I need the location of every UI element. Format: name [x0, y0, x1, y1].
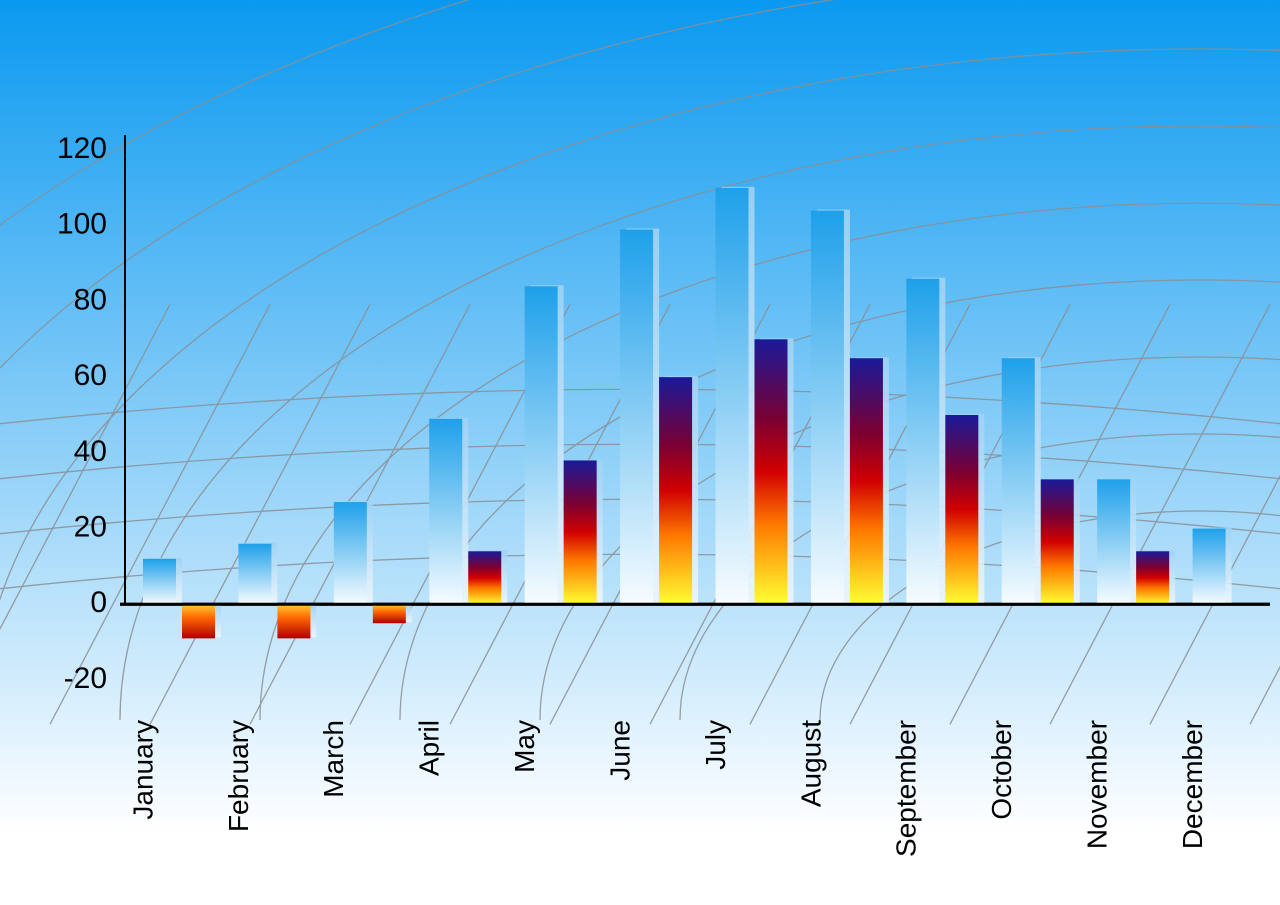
x-category-label: September: [891, 720, 922, 857]
x-category-label: December: [1177, 720, 1208, 849]
bar-series-a: [716, 188, 749, 604]
bar-series-b: [373, 604, 406, 623]
bar-series-a: [1097, 479, 1130, 604]
bar-series-b: [850, 358, 883, 604]
bar-series-b: [277, 604, 310, 638]
x-category-label: March: [318, 720, 349, 798]
bar-series-a: [238, 544, 271, 605]
bar-series-b: [659, 377, 692, 604]
y-tick-label: 60: [74, 359, 107, 392]
bar-series-a: [811, 211, 844, 605]
x-category-label: February: [223, 720, 254, 832]
y-tick-label: 0: [90, 586, 107, 619]
bar-series-b: [468, 551, 501, 604]
y-tick-label: -20: [64, 662, 107, 695]
bar-series-b: [945, 415, 978, 604]
x-category-label: January: [127, 720, 158, 820]
bar-series-b: [1041, 479, 1074, 604]
y-tick-label: 100: [57, 208, 107, 241]
x-category-label: May: [509, 720, 540, 773]
bar-series-a: [906, 279, 939, 605]
y-tick-label: 40: [74, 435, 107, 468]
bar-series-a: [525, 286, 558, 604]
y-tick-label: 20: [74, 510, 107, 543]
bar-series-a: [429, 419, 462, 605]
x-category-label: August: [795, 720, 826, 807]
bar-series-a: [143, 559, 176, 604]
bar-series-a: [334, 502, 367, 604]
x-category-label: June: [604, 720, 635, 781]
bar-series-b: [1136, 551, 1169, 604]
bar-series-a: [620, 230, 653, 605]
x-category-label: October: [986, 720, 1017, 820]
y-tick-label: 120: [57, 132, 107, 165]
bar-series-a: [1193, 529, 1226, 605]
x-category-label: April: [414, 720, 445, 776]
bar-series-b: [755, 339, 788, 604]
chart-container: { "chart": { "type": "bar", "width_px": …: [0, 0, 1280, 905]
bar-series-b: [564, 460, 597, 604]
bar-series-a: [1002, 358, 1035, 604]
y-tick-label: 80: [74, 283, 107, 316]
x-category-label: July: [700, 720, 731, 770]
chart-svg: -20 0 20 40 60 80 100 120 January February March Ap…: [0, 0, 1280, 905]
bar-series-b: [182, 604, 215, 638]
x-category-label: November: [1082, 720, 1113, 849]
